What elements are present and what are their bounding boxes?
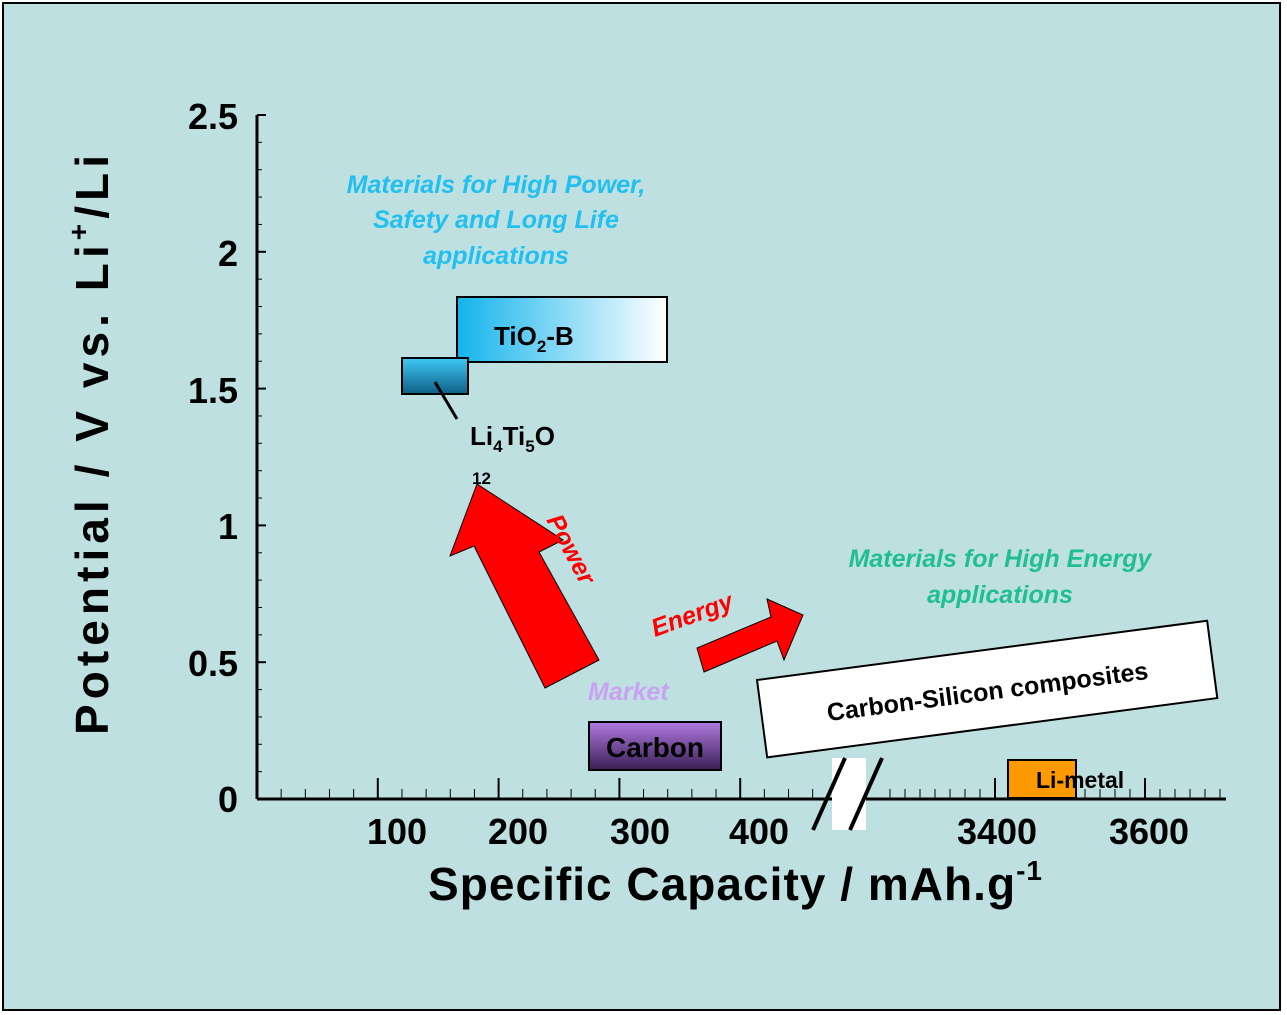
annotation-line: applications xyxy=(927,581,1073,609)
x-tick-label: 400 xyxy=(729,811,789,852)
annotation-line: Safety and Long Life xyxy=(373,206,619,234)
annotation-line: Materials for High Energy xyxy=(849,545,1153,573)
energy-arrow-label: Energy xyxy=(647,587,737,643)
y-tick-label: 0.5 xyxy=(188,643,238,684)
material-li4ti5o12: Li4Ti5O 12 xyxy=(401,357,555,488)
x-tick-label: 3600 xyxy=(1109,811,1189,852)
material-label: TiO2-B xyxy=(494,321,574,356)
material-carbon: Carbon xyxy=(588,721,722,771)
y-axis-title: Potential / V vs. Li+/Li xyxy=(63,155,118,735)
annotation-line: applications xyxy=(423,242,569,270)
x-axis-ticks xyxy=(256,778,1221,799)
high-power-annotation: Materials for High Power, Safety and Lon… xyxy=(347,171,646,270)
material-label-subscript: 12 xyxy=(472,469,491,488)
x-axis-title: Specific Capacity / mAh.g-1 xyxy=(428,855,1042,910)
x-tick-label: 100 xyxy=(367,811,427,852)
market-label: Market xyxy=(588,678,670,706)
x-tick-labels: 100 200 300 400 3400 3600 xyxy=(367,811,1189,852)
material-label: Li4Ti5O xyxy=(470,421,555,456)
x-tick-label: 200 xyxy=(488,811,548,852)
leader-line xyxy=(433,381,459,420)
material-tio2-b: TiO2-B xyxy=(456,296,668,363)
x-tick-label: 3400 xyxy=(957,811,1037,852)
axis-break-symbol xyxy=(811,757,884,831)
y-axis-ticks xyxy=(257,114,266,800)
material-label: Li-metal xyxy=(1036,767,1124,793)
material-label: Carbon xyxy=(606,732,704,763)
power-arrow: Power xyxy=(449,483,601,689)
material-carbon-silicon: Carbon-Silicon composites xyxy=(755,619,1219,759)
material-li-metal: Li-metal xyxy=(1007,759,1124,799)
y-tick-labels: 0 0.5 1 1.5 2 2.5 xyxy=(188,96,238,820)
y-tick-label: 1.5 xyxy=(188,370,238,411)
y-tick-label: 2.5 xyxy=(188,96,238,137)
x-tick-label: 300 xyxy=(610,811,670,852)
y-tick-label: 2 xyxy=(218,233,238,274)
energy-arrow: Energy xyxy=(647,587,804,673)
high-energy-annotation: Materials for High Energy applications xyxy=(849,545,1153,609)
y-tick-label: 0 xyxy=(218,779,238,820)
annotation-line: Materials for High Power, xyxy=(347,171,646,199)
y-tick-label: 1 xyxy=(218,506,238,547)
